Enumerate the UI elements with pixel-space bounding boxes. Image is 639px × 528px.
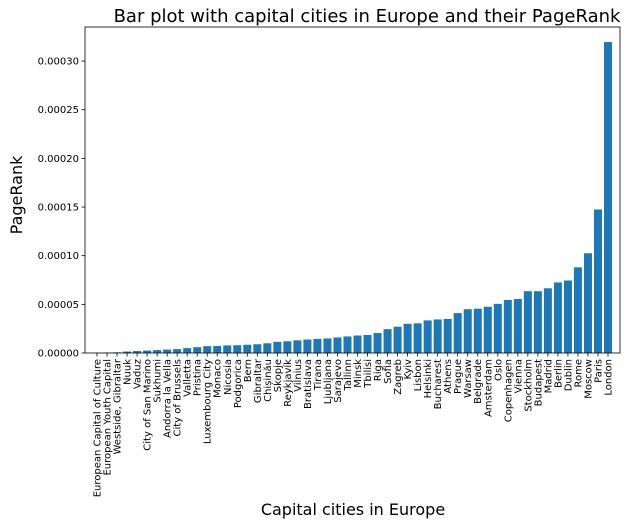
bar xyxy=(574,267,582,353)
bar xyxy=(163,350,171,353)
bar xyxy=(454,313,462,353)
y-tick-label: 0.00015 xyxy=(38,203,79,214)
bar xyxy=(243,345,251,353)
y-tick-label: 0.00000 xyxy=(38,349,79,360)
y-tick-label: 0.00020 xyxy=(38,154,79,165)
bar xyxy=(364,335,372,353)
bar xyxy=(394,327,402,353)
bar xyxy=(464,309,472,353)
bar xyxy=(604,42,612,353)
bar xyxy=(494,304,502,353)
bar xyxy=(173,349,181,353)
bar xyxy=(594,209,602,353)
bar xyxy=(313,339,321,353)
bar xyxy=(434,319,442,353)
bar xyxy=(273,342,281,353)
bar xyxy=(514,299,522,353)
bar xyxy=(203,346,211,353)
y-tick-label: 0.00030 xyxy=(38,57,79,68)
y-tick-label: 0.00025 xyxy=(38,105,79,116)
bar xyxy=(414,323,422,353)
bar xyxy=(444,319,452,353)
y-axis-label: PageRank xyxy=(7,155,26,234)
bar xyxy=(153,350,161,353)
chart-title: Bar plot with capital cities in Europe a… xyxy=(114,6,621,27)
bars-group xyxy=(93,42,612,353)
bar xyxy=(293,340,301,353)
bar xyxy=(584,253,592,353)
bar xyxy=(183,348,191,353)
y-axis-ticks: 0.00000 0.00005 0.00010 0.00015 0.00020 0.000… xyxy=(38,57,85,360)
bar xyxy=(484,307,492,353)
bar xyxy=(544,288,552,353)
bar xyxy=(283,341,291,353)
bar xyxy=(233,345,241,353)
bar xyxy=(323,338,331,353)
bar xyxy=(504,300,512,353)
bar xyxy=(424,320,432,353)
y-tick-label: 0.00010 xyxy=(38,251,79,262)
bar xyxy=(404,324,412,353)
bar xyxy=(374,333,382,353)
bar xyxy=(303,340,311,353)
y-tick-label: 0.00005 xyxy=(38,300,79,311)
bar xyxy=(223,345,231,353)
bar xyxy=(333,337,341,353)
bar xyxy=(213,346,221,353)
x-axis-label: Capital cities in Europe xyxy=(261,500,445,519)
bar xyxy=(474,309,482,353)
bar xyxy=(193,347,201,353)
bar xyxy=(343,336,351,353)
x-tick-label: London xyxy=(604,359,615,396)
bar xyxy=(253,344,261,353)
bar xyxy=(534,291,542,353)
bar xyxy=(564,281,572,354)
bar xyxy=(384,329,392,353)
bar xyxy=(524,291,532,353)
bar xyxy=(354,335,362,353)
bar xyxy=(554,282,562,353)
bar xyxy=(263,343,271,353)
